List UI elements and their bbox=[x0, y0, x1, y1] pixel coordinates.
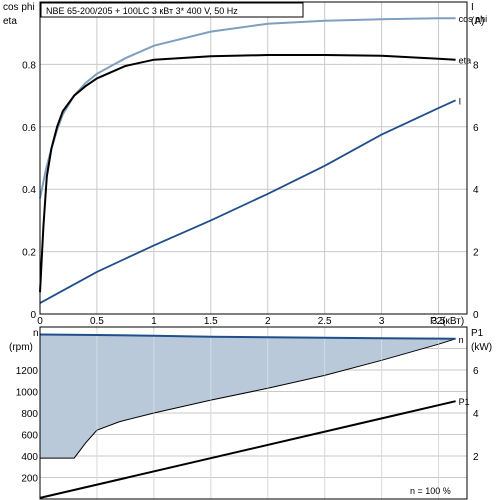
operating-region-area bbox=[40, 334, 456, 459]
title-box bbox=[40, 2, 304, 18]
series-line-I bbox=[39, 99, 456, 304]
y-tick-label-left-bottom: 200 bbox=[21, 474, 38, 485]
x-tick-label: 3.5 bbox=[432, 316, 446, 327]
x-tick-label: 0.5 bbox=[90, 316, 104, 327]
x-tick-label: 2.5 bbox=[318, 316, 332, 327]
y-axis-right-label-unit: (A) bbox=[471, 16, 484, 27]
y-tick-label-left: 0.8 bbox=[22, 60, 36, 71]
series-label-cos-phi: cos phi bbox=[459, 14, 488, 24]
y-tick-label-right: 2 bbox=[473, 248, 479, 259]
x-tick-label: 3 bbox=[379, 316, 385, 327]
y-tick-label-left: 0.2 bbox=[22, 248, 36, 259]
x-tick-label: 0 bbox=[37, 316, 43, 327]
y-tick-label-left: 0.4 bbox=[22, 185, 36, 196]
y-axis-label-rpm: (rpm) bbox=[9, 342, 33, 353]
y-tick-label-left-bottom: 600 bbox=[21, 431, 38, 442]
y-tick-label-left: 0.6 bbox=[22, 123, 36, 134]
y-axis-label-n: n bbox=[33, 328, 39, 339]
x-tick-label: 1 bbox=[151, 316, 157, 327]
series-label-P1: P1 bbox=[459, 397, 470, 407]
top-plot-frame bbox=[39, 1, 468, 315]
y-tick-label-right-bottom: 2 bbox=[473, 452, 479, 463]
y-tick-label-right-bottom: 4 bbox=[473, 409, 479, 420]
y-axis-label-cosphi: cos phi bbox=[3, 2, 35, 13]
y-tick-label-right-bottom: 6 bbox=[473, 366, 479, 377]
y-tick-label-left: 0 bbox=[30, 310, 36, 321]
y-axis-right-label-P1: P1 bbox=[471, 328, 484, 339]
y-tick-label-left-bottom: 1200 bbox=[16, 366, 39, 377]
y-tick-label-left-bottom: 1000 bbox=[16, 388, 39, 399]
y-axis-label-eta: eta bbox=[3, 16, 17, 27]
y-tick-label-left-bottom: 800 bbox=[21, 409, 38, 420]
chart-title: NBE 65-200/205 + 100LC 3 кВт 3* 400 V, 5… bbox=[46, 6, 238, 16]
y-tick-label-left-bottom: 400 bbox=[21, 452, 38, 463]
bottom-plot-frame bbox=[39, 326, 468, 500]
y-tick-label-right: 6 bbox=[473, 123, 479, 134]
series-label-n: n bbox=[459, 335, 464, 345]
series-line-P1 bbox=[39, 400, 456, 499]
x-tick-label: 1.5 bbox=[204, 316, 218, 327]
series-line-cos-phi bbox=[39, 17, 456, 199]
y-tick-label-right: 8 bbox=[473, 60, 479, 71]
y-tick-label-right: 0 bbox=[473, 310, 479, 321]
y-axis-right-label-I: I bbox=[471, 2, 474, 13]
series-line-eta bbox=[39, 54, 456, 293]
speed-annotation: n = 100 % bbox=[410, 486, 451, 496]
x-tick-label: 2 bbox=[265, 316, 271, 327]
series-label-eta: eta bbox=[459, 56, 472, 66]
y-tick-label-right: 4 bbox=[473, 185, 479, 196]
x-axis-label: P2(кВт) bbox=[430, 316, 464, 327]
series-label-I: I bbox=[459, 96, 462, 106]
y-axis-right-label-kw: (kW) bbox=[471, 342, 492, 353]
series-line-n bbox=[39, 333, 456, 340]
operating-region-lower-edge bbox=[40, 338, 456, 459]
